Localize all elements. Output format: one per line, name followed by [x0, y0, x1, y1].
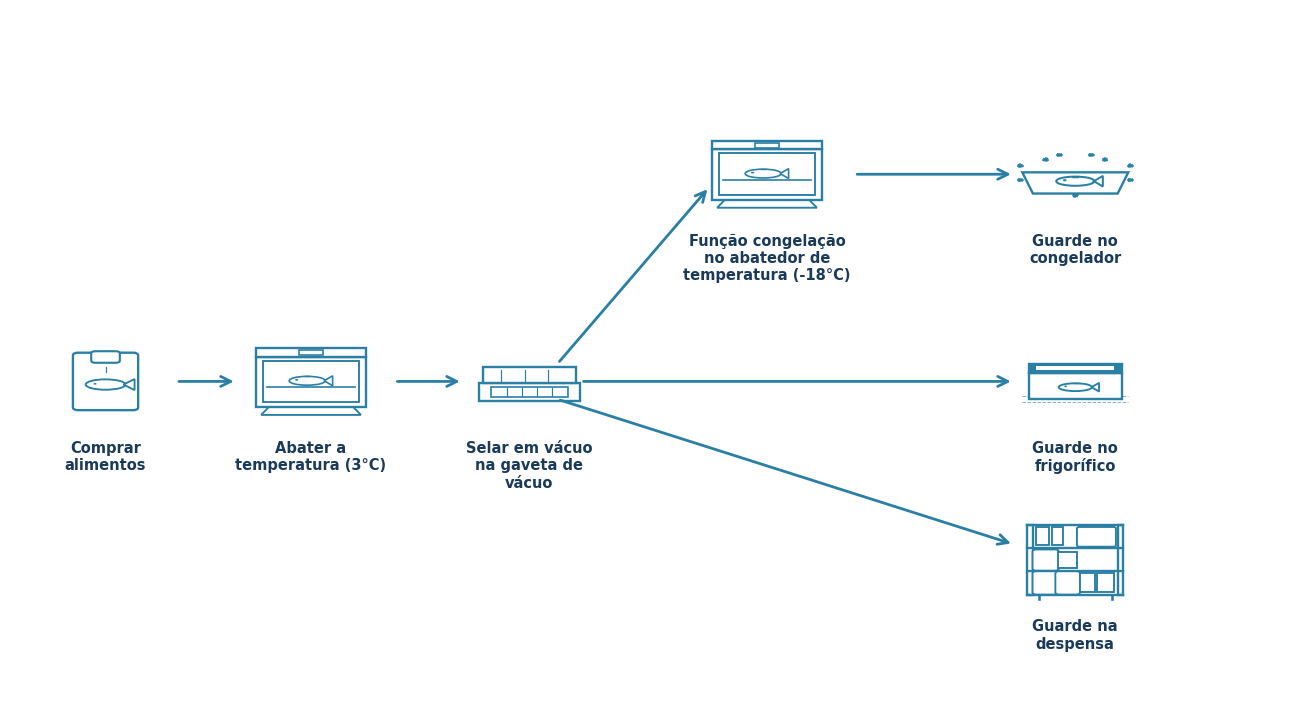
Text: Selar em vácuo
na gaveta de
vácuo: Selar em vácuo na gaveta de vácuo [466, 441, 592, 490]
Polygon shape [1022, 172, 1129, 194]
Bar [1058, 552, 1077, 569]
FancyBboxPatch shape [92, 351, 120, 363]
Bar [1080, 573, 1095, 593]
Ellipse shape [295, 379, 298, 381]
FancyBboxPatch shape [1055, 571, 1080, 595]
Bar [1028, 364, 1122, 372]
Bar [1117, 525, 1124, 595]
Polygon shape [1091, 383, 1099, 392]
Bar [299, 350, 324, 355]
Ellipse shape [746, 169, 782, 178]
Text: Comprar
alimentos: Comprar alimentos [64, 441, 146, 473]
Bar [712, 150, 823, 199]
Text: Guarde no
congelador: Guarde no congelador [1029, 233, 1121, 266]
Polygon shape [780, 168, 788, 179]
Polygon shape [717, 199, 817, 208]
Polygon shape [1094, 176, 1103, 186]
Ellipse shape [94, 383, 97, 384]
Ellipse shape [1063, 179, 1067, 181]
Ellipse shape [751, 172, 755, 174]
FancyBboxPatch shape [1032, 571, 1059, 595]
Bar [720, 153, 815, 194]
Ellipse shape [289, 377, 325, 385]
Bar [755, 143, 779, 148]
Text: Abater a
temperatura (3°C): Abater a temperatura (3°C) [236, 441, 387, 473]
FancyBboxPatch shape [74, 353, 138, 410]
Polygon shape [324, 376, 333, 386]
Bar [255, 356, 366, 407]
Bar [712, 140, 823, 150]
Bar [1028, 372, 1122, 399]
Text: Guarde na
despensa: Guarde na despensa [1032, 619, 1118, 652]
Bar [255, 348, 366, 356]
Bar [1036, 527, 1049, 545]
Bar [1051, 527, 1063, 545]
Bar [263, 361, 359, 402]
FancyBboxPatch shape [1077, 527, 1116, 546]
Ellipse shape [85, 379, 125, 390]
Bar [482, 367, 577, 383]
Text: Guarde no
frigorífico: Guarde no frigorífico [1032, 441, 1118, 474]
Bar [1027, 525, 1033, 595]
Bar [1098, 573, 1115, 593]
Polygon shape [124, 379, 134, 390]
Bar [491, 387, 568, 397]
Text: Função congelação
no abatedor de
temperatura (-18°C): Função congelação no abatedor de tempera… [684, 233, 851, 284]
Ellipse shape [1059, 383, 1091, 391]
Bar [479, 383, 580, 401]
FancyBboxPatch shape [1032, 549, 1059, 571]
Ellipse shape [1064, 385, 1067, 387]
Polygon shape [261, 407, 361, 415]
Ellipse shape [1057, 176, 1094, 186]
Bar [1036, 366, 1115, 370]
